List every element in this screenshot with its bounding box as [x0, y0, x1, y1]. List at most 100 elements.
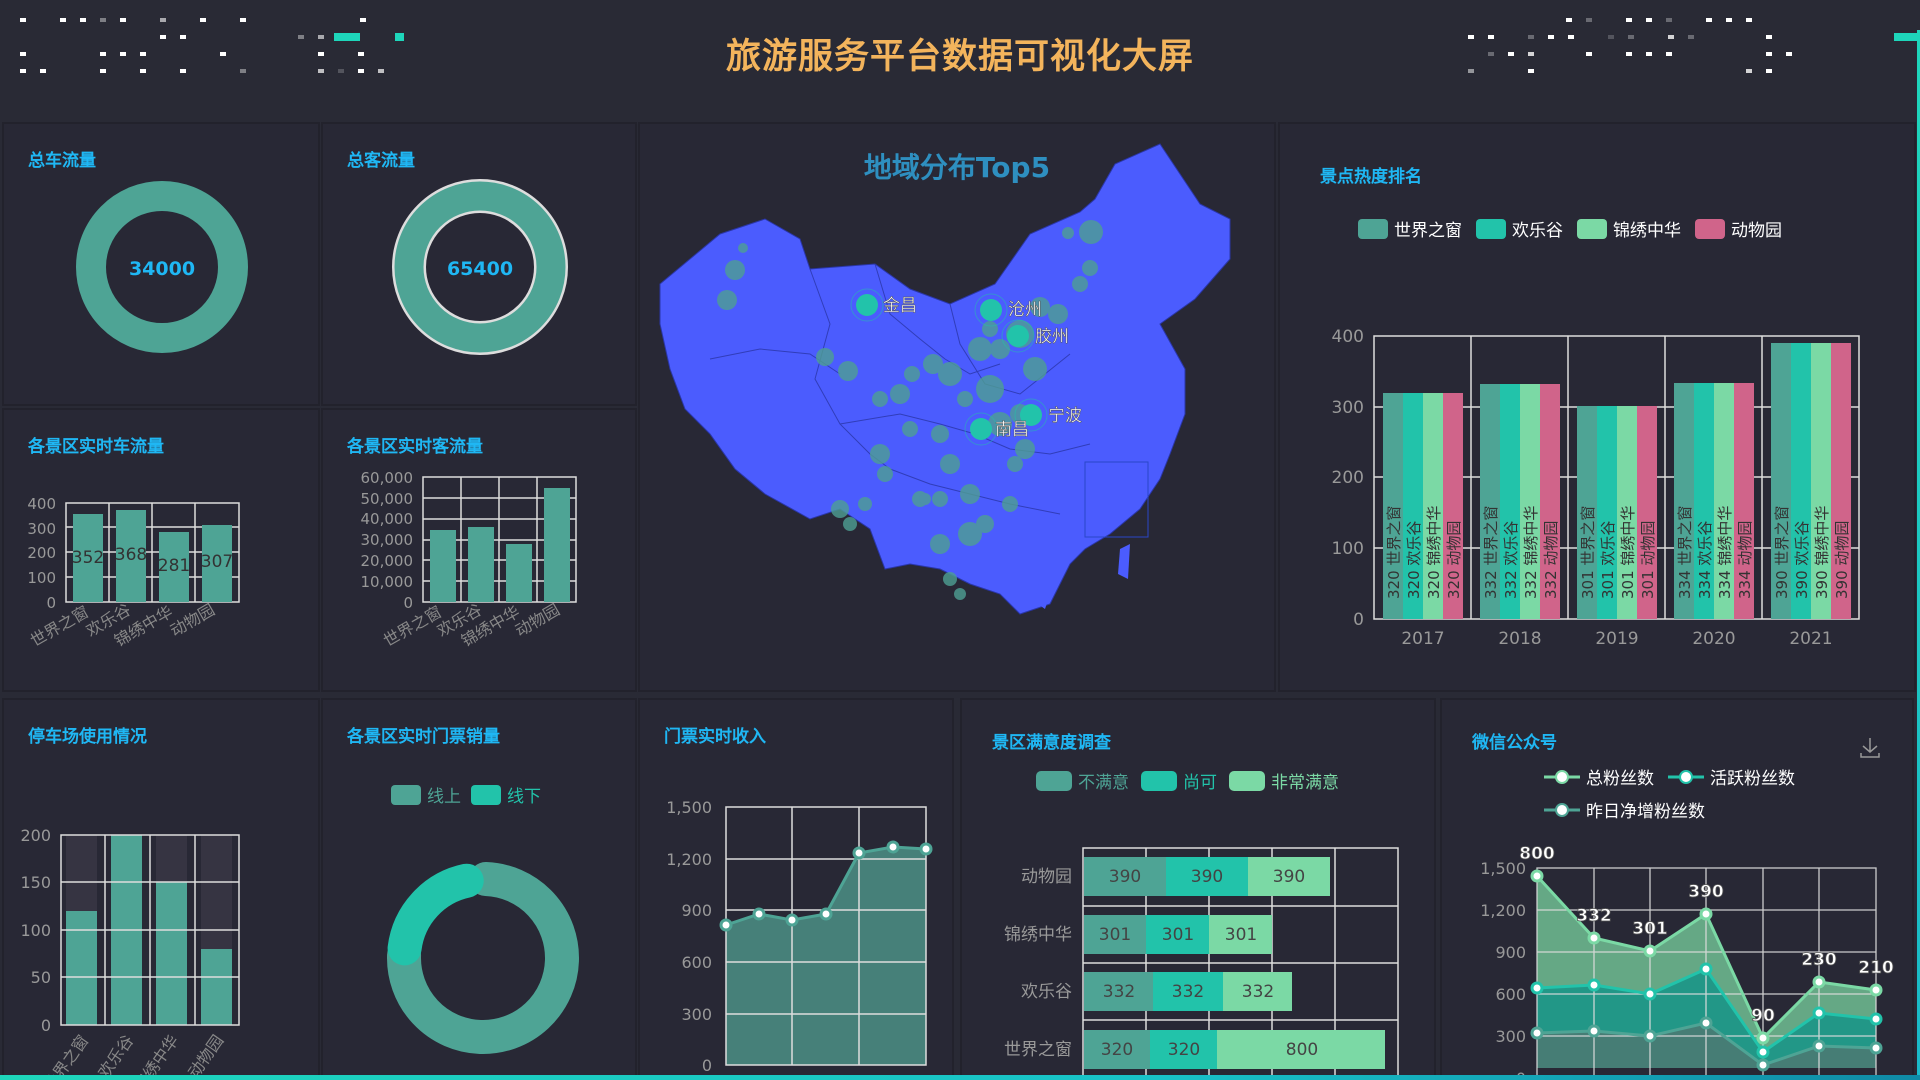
- legend-item[interactable]: 不满意: [1036, 768, 1129, 793]
- svg-text:332 动物园: 332 动物园: [1542, 521, 1560, 599]
- svg-text:600: 600: [1495, 985, 1526, 1004]
- svg-text:90: 90: [1751, 1006, 1775, 1026]
- svg-text:200: 200: [27, 544, 56, 562]
- area-chart-wechat[interactable]: 800 332 301 390 90 230 210 1,500 1,200 900 600 300…: [1442, 700, 1916, 1080]
- bottom-accent-border: [0, 1075, 1920, 1080]
- legend-item[interactable]: 锦绣中华: [1577, 216, 1681, 241]
- panel-total-guest: 总客流量 65400: [321, 122, 637, 406]
- panel-ticket-sales: 各景区实时门票销量 线上 线下: [321, 698, 637, 1080]
- svg-text:锦绣中华: 锦绣中华: [1004, 925, 1072, 945]
- svg-text:20,000: 20,000: [361, 552, 414, 570]
- svg-text:2021: 2021: [1789, 629, 1832, 649]
- download-button[interactable]: [1858, 736, 1882, 760]
- legend-item[interactable]: 世界之窗: [1358, 216, 1462, 241]
- svg-text:世界之窗: 世界之窗: [40, 1031, 92, 1080]
- svg-text:0: 0: [1353, 610, 1364, 630]
- legend-item[interactable]: 非常满意: [1229, 768, 1339, 793]
- svg-text:200: 200: [1332, 468, 1364, 488]
- svg-text:332: 332: [1576, 906, 1612, 926]
- svg-text:332 锦绣中华: 332 锦绣中华: [1522, 506, 1540, 599]
- svg-text:301 锦绣中华: 301 锦绣中华: [1619, 506, 1637, 599]
- donut-chart-total-guest[interactable]: 65400: [323, 124, 639, 408]
- panel-title: 总车流量: [28, 151, 96, 171]
- legend-item[interactable]: 动物园: [1695, 216, 1782, 241]
- svg-text:100: 100: [20, 921, 51, 940]
- panel-title: 景点热度排名: [1320, 167, 1422, 187]
- panel-guest-flow: 各景区实时客流量 60,000 50,000 40,000 30,000 20,000 1…: [321, 408, 637, 692]
- decor-dots-right: [1460, 0, 1920, 100]
- svg-text:334 动物园: 334 动物园: [1736, 521, 1754, 599]
- legend-item[interactable]: 尚可: [1141, 768, 1217, 793]
- svg-text:301 欢乐谷: 301 欢乐谷: [1599, 521, 1617, 599]
- svg-text:301: 301: [1225, 925, 1257, 945]
- svg-text:368: 368: [115, 545, 147, 565]
- panel-title: 停车场使用情况: [28, 727, 147, 747]
- svg-text:301: 301: [1632, 919, 1668, 939]
- svg-text:0: 0: [41, 1016, 51, 1035]
- panel-car-flow: 各景区实时车流量 352 368 281 307 400 300 200 100 0 世界之窗…: [2, 408, 320, 692]
- svg-text:300: 300: [27, 520, 56, 538]
- legend-item-offline[interactable]: 线下: [471, 782, 541, 807]
- svg-text:334 世界之窗: 334 世界之窗: [1676, 506, 1694, 599]
- svg-text:南昌: 南昌: [995, 420, 1029, 440]
- svg-text:动物园: 动物园: [512, 600, 563, 640]
- legend-item[interactable]: 昨日净增粉丝数: [1544, 797, 1705, 822]
- svg-text:320: 320: [1101, 1040, 1133, 1060]
- svg-text:50,000: 50,000: [361, 490, 414, 508]
- svg-text:332: 332: [1242, 982, 1274, 1002]
- svg-text:2018: 2018: [1498, 629, 1541, 649]
- svg-text:320 欢乐谷: 320 欢乐谷: [1405, 521, 1423, 599]
- svg-text:301: 301: [1162, 925, 1194, 945]
- bar-chart-hot-rank[interactable]: 320 世界之窗 320 欢乐谷 320 锦绣中华 320 动物园 332 世界…: [1280, 124, 1918, 694]
- svg-text:300: 300: [1495, 1027, 1526, 1046]
- svg-text:动物园: 动物园: [184, 1031, 227, 1080]
- legend-satisfaction: 不满意 尚可 非常满意: [1036, 768, 1339, 793]
- panel-title: 门票实时收入: [664, 727, 766, 747]
- panel-title: 微信公众号: [1472, 733, 1557, 753]
- svg-text:世界之窗: 世界之窗: [1004, 1040, 1072, 1060]
- decor-dots-left: [0, 0, 520, 100]
- area-chart-ticket-income[interactable]: 1,500 1,200 900 600 300 0: [640, 700, 956, 1080]
- panel-title: 总客流量: [347, 151, 415, 171]
- right-accent-border: [1917, 30, 1920, 1080]
- china-map[interactable]: 金昌 沧州 胶州 宁波 南昌: [640, 124, 1278, 694]
- svg-text:锦绣中华: 锦绣中华: [130, 1031, 182, 1080]
- panel-total-car: 总车流量 34000: [2, 122, 320, 406]
- legend-item[interactable]: 活跃粉丝数: [1668, 764, 1795, 789]
- legend-hot-rank: 世界之窗 欢乐谷 锦绣中华 动物园: [1358, 216, 1782, 241]
- svg-text:60,000: 60,000: [361, 469, 414, 487]
- svg-text:320 锦绣中华: 320 锦绣中华: [1425, 506, 1443, 599]
- svg-text:2019: 2019: [1595, 629, 1638, 649]
- legend-wechat: 总粉丝数 活跃粉丝数 昨日净增粉丝数: [1544, 764, 1844, 822]
- svg-text:1,500: 1,500: [666, 798, 712, 817]
- svg-text:65400: 65400: [447, 258, 513, 280]
- svg-text:0: 0: [1516, 1069, 1526, 1080]
- hbar-chart-satisfaction[interactable]: 390 390 390 301 301 301 332 332 332 320 320 800 …: [962, 700, 1438, 1080]
- panel-title: 各景区实时客流量: [347, 437, 483, 457]
- legend-item[interactable]: 欢乐谷: [1476, 216, 1563, 241]
- svg-text:301 世界之窗: 301 世界之窗: [1579, 506, 1597, 599]
- svg-text:0: 0: [702, 1056, 712, 1075]
- donut-chart-ticket-sales[interactable]: [323, 700, 639, 1080]
- panel-hot-rank: 景点热度排名 世界之窗 欢乐谷 锦绣中华 动物园 320 世界之窗 320 欢乐…: [1278, 122, 1916, 692]
- svg-text:332 欢乐谷: 332 欢乐谷: [1502, 521, 1520, 599]
- svg-text:320 动物园: 320 动物园: [1445, 521, 1463, 599]
- panel-wechat: 微信公众号 总粉丝数 活跃粉丝数 昨日净增粉丝数 800 332 301 390 90 2…: [1440, 698, 1914, 1080]
- svg-text:390: 390: [1109, 867, 1141, 887]
- legend-item[interactable]: 总粉丝数: [1544, 764, 1654, 789]
- svg-text:390 动物园: 390 动物园: [1833, 521, 1851, 599]
- svg-text:0: 0: [403, 594, 413, 612]
- svg-text:动物园: 动物园: [167, 600, 218, 640]
- donut-chart-total-car[interactable]: 34000: [4, 124, 322, 408]
- download-icon: [1860, 738, 1880, 758]
- panel-satisfaction: 景区满意度调查 不满意 尚可 非常满意 390 390 390 301 301 301 …: [960, 698, 1436, 1080]
- svg-text:世界之窗: 世界之窗: [27, 602, 92, 650]
- legend-item-online[interactable]: 线上: [391, 782, 461, 807]
- svg-text:320: 320: [1168, 1040, 1200, 1060]
- page-title: 旅游服务平台数据可视化大屏: [725, 37, 1194, 77]
- svg-text:400: 400: [27, 495, 56, 513]
- svg-text:334 欢乐谷: 334 欢乐谷: [1696, 521, 1714, 599]
